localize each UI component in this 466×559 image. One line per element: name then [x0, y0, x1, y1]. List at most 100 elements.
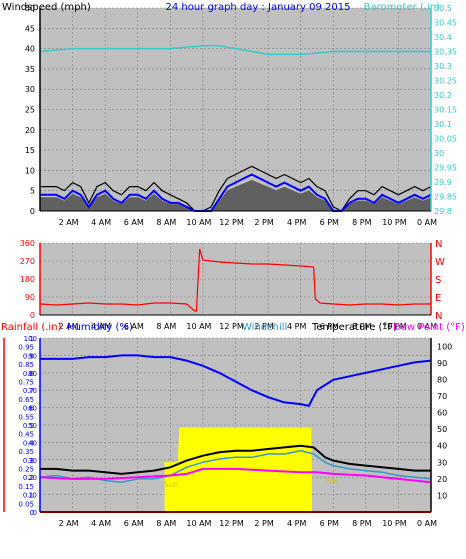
humidity-tick-label: 0 — [33, 509, 37, 517]
legend-temperature: Temperature (°F) — [311, 322, 397, 333]
legend-rainfall: Rainfall (.in) — [1, 322, 62, 333]
temperature-tick-label: 100 — [437, 342, 452, 351]
barometer-y-tick-label: 30.3 — [434, 62, 452, 71]
x-tick-label: 10 AM — [186, 322, 211, 331]
wind-y-tick-label: 30 — [25, 85, 35, 94]
wind-y-tick-label: 15 — [25, 146, 35, 155]
wind-fill-area — [40, 179, 431, 211]
rainfall-tick-label: 0.15 — [18, 483, 34, 491]
x-tick-label: 6 AM — [124, 322, 144, 331]
rainfall-tick-label: 0.35 — [18, 448, 34, 456]
x-tick-label: 0 AM — [417, 519, 437, 528]
humidity-tick-label: 30 — [28, 457, 37, 465]
sunrise-label: Sun — [163, 480, 178, 489]
wind-y-tick-label: 50 — [25, 4, 35, 13]
sunset-label: Set — [326, 477, 339, 486]
barometer-y-tick-label: 30.15 — [434, 106, 457, 115]
humidity-tick-label: 40 — [28, 439, 37, 447]
x-tick-label: 4 PM — [287, 322, 306, 331]
rainfall-tick-label: 0.75 — [18, 379, 34, 387]
barometer-y-tick-label: 30.25 — [434, 77, 457, 86]
rainfall-tick-label: 0.65 — [18, 396, 34, 404]
x-tick-label: 4 AM — [91, 519, 111, 528]
temperature-tick-label: 40 — [437, 442, 447, 451]
x-tick-label: 2 AM — [59, 322, 79, 331]
x-tick-label: 4 PM — [287, 519, 306, 528]
barometer-y-tick-label: 29.95 — [434, 164, 457, 173]
direction-y-tick-label: 0 — [30, 311, 35, 320]
x-tick-label: 4 PM — [287, 218, 306, 227]
barometer-y-tick-label: 30.05 — [434, 135, 457, 144]
wind-y-tick-label: 45 — [25, 24, 35, 33]
wind-direction-line — [39, 248, 431, 312]
x-tick-label: 12 PM — [219, 218, 244, 227]
compass-tick-label: E — [435, 293, 441, 304]
wind-y-tick-label: 10 — [25, 166, 35, 175]
compass-tick-label: N — [435, 239, 442, 250]
rainfall-tick-label: 0.05 — [18, 500, 34, 508]
wind-axis-label: Windspeed (mph) — [2, 2, 91, 13]
x-tick-label: 10 PM — [382, 519, 407, 528]
rainfall-tick-label: 0.5 — [23, 422, 34, 430]
barometer-line — [39, 44, 431, 56]
x-tick-label: 2 PM — [254, 322, 273, 331]
temperature-line — [40, 444, 431, 475]
temperature-tick-label: 60 — [437, 409, 447, 418]
rainfall-tick-label: 0.4 — [23, 439, 35, 447]
wind-y-tick-label: 35 — [25, 65, 35, 74]
barometer-y-tick-label: 30.4 — [434, 33, 452, 42]
x-tick-label: 2 AM — [59, 218, 79, 227]
rainfall-tick-label: 0.6 — [23, 405, 35, 413]
legend-humidity: Humidity (%) — [67, 322, 133, 333]
x-tick-label: 6 AM — [124, 218, 144, 227]
rainfall-tick-label: 0.45 — [18, 431, 34, 439]
barometer-axis-label: Barometer (.in) — [364, 2, 440, 13]
temperature-tick-label: 70 — [437, 392, 447, 401]
rainfall-tick-label: 0.8 — [23, 370, 34, 378]
rainfall-tick-label: 0 — [30, 509, 34, 517]
direction-y-tick-label: 360 — [20, 239, 35, 248]
barometer-y-tick-label: 30.1 — [434, 120, 452, 129]
x-tick-label: 6 PM — [320, 218, 339, 227]
compass-tick-label: N — [435, 311, 442, 322]
legend-dewpoint: Dew Point (°F) — [393, 322, 465, 333]
rainfall-tick-label: 0.2 — [23, 474, 34, 482]
barometer-y-tick-label: 29.9 — [434, 178, 452, 187]
x-tick-label: 10 AM — [186, 519, 211, 528]
x-tick-label: 8 PM — [352, 322, 371, 331]
temperature-tick-label: 90 — [437, 359, 447, 368]
x-tick-label: 12 PM — [219, 519, 244, 528]
temperature-axes: 00.050.10.150.20.250.30.350.40.450.50.55… — [3, 335, 452, 528]
x-tick-label: 2 PM — [254, 519, 273, 528]
temperature-tick-label: 20 — [437, 475, 447, 484]
x-tick-label: 8 AM — [156, 218, 176, 227]
barometer-y-tick-label: 30.35 — [434, 48, 457, 57]
barometer-y-tick-label: 30 — [434, 149, 444, 158]
humidity-tick-label: 90 — [28, 352, 37, 360]
windchill-line — [39, 449, 432, 483]
wind-y-tick-label: 40 — [25, 45, 35, 54]
wind-average-line — [40, 173, 432, 212]
rainfall-tick-label: 0.9 — [23, 352, 34, 360]
x-tick-label: 8 PM — [352, 519, 371, 528]
barometer-y-tick-label: 30.5 — [434, 4, 452, 13]
x-tick-label: 2 AM — [59, 519, 79, 528]
wind-y-tick-label: 20 — [25, 126, 35, 135]
x-tick-label: 10 PM — [382, 322, 407, 331]
rainfall-tick-label: 0.25 — [18, 466, 34, 474]
rainfall-tick-label: 0.3 — [23, 457, 34, 465]
x-tick-label: 6 PM — [320, 322, 339, 331]
wind-y-tick-label: 5 — [30, 187, 35, 196]
compass-tick-label: W — [435, 257, 445, 268]
x-tick-label: 10 AM — [186, 218, 211, 227]
x-tick-label: 0 AM — [417, 322, 437, 331]
x-tick-label: 4 AM — [91, 218, 111, 227]
x-tick-label: 2 PM — [254, 218, 273, 227]
wind-y-tick-label: 25 — [25, 106, 35, 115]
wind-gust-line — [40, 165, 432, 212]
rainfall-tick-label: 0.55 — [18, 413, 34, 421]
humidity-tick-label: 50 — [28, 422, 37, 430]
rainfall-tick-label: 1 — [30, 335, 34, 343]
compass-tick-label: S — [435, 275, 441, 286]
